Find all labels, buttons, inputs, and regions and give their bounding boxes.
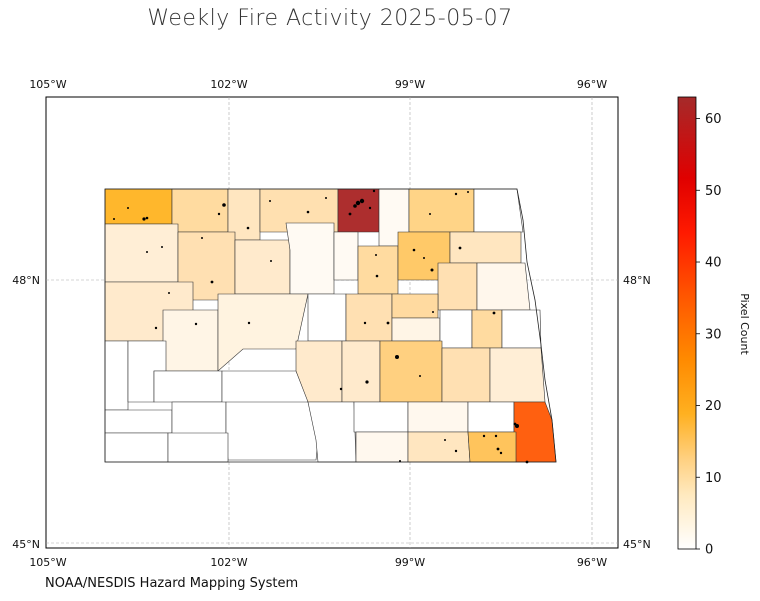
colorbar-tick-label: 60 bbox=[705, 112, 722, 127]
colorbar-tick-label: 50 bbox=[705, 184, 722, 199]
lon-tick-top-3: 99°W bbox=[395, 78, 425, 91]
county-kidder bbox=[341, 340, 381, 403]
county-mercer bbox=[217, 293, 309, 372]
county-burke bbox=[171, 188, 229, 233]
county-ward bbox=[234, 239, 291, 295]
county-stutsman bbox=[379, 340, 443, 403]
county-williams bbox=[104, 223, 179, 283]
lon-tick-bottom-1: 105°W bbox=[29, 556, 66, 569]
colorbar-label: Pixel Count bbox=[738, 293, 751, 355]
lon-tick-bottom-3: 99°W bbox=[395, 556, 425, 569]
colorbar-tick-label: 10 bbox=[705, 471, 722, 486]
county-pembina bbox=[473, 188, 524, 233]
colorbar-tick-label: 30 bbox=[705, 327, 722, 342]
lon-tick-bottom-4: 96°W bbox=[577, 556, 607, 569]
lat-tick-left-1: 48°N bbox=[12, 274, 40, 287]
county-nelson bbox=[437, 262, 478, 311]
county-wells bbox=[391, 293, 439, 319]
fire-detections bbox=[113, 189, 529, 464]
county-golden-valley bbox=[104, 340, 129, 411]
colorbar-tick-label: 20 bbox=[705, 399, 722, 414]
county-divide bbox=[104, 188, 173, 225]
state-outline bbox=[104, 188, 557, 463]
county-pierce bbox=[333, 231, 359, 281]
lat-tick-right-1: 48°N bbox=[623, 274, 651, 287]
county-griggs bbox=[439, 309, 473, 349]
lon-tick-bottom-2: 102°W bbox=[210, 556, 247, 569]
county-eddy bbox=[391, 317, 441, 342]
source-credit: NOAA/NESDIS Hazard Mapping System bbox=[45, 576, 299, 591]
county-lamoure bbox=[407, 401, 469, 433]
county-hettinger bbox=[171, 401, 227, 439]
county-rolette bbox=[337, 188, 380, 233]
map-title: Weekly Fire Activity 2025-05-07 bbox=[147, 6, 513, 31]
county-grand-forks bbox=[476, 262, 531, 311]
county-barnes bbox=[441, 347, 491, 403]
county-cavalier bbox=[408, 188, 475, 233]
lat-tick-right-2: 45°N bbox=[623, 538, 651, 551]
county-sargent bbox=[467, 431, 517, 463]
county-grant bbox=[225, 401, 319, 461]
county-bowman bbox=[104, 432, 169, 463]
county-ransom bbox=[467, 401, 515, 433]
county-mclean-east bbox=[307, 293, 347, 342]
county-mcintosh bbox=[355, 431, 409, 463]
county-logan bbox=[353, 401, 409, 433]
lon-tick-top-1: 105°W bbox=[29, 78, 66, 91]
county-sheridan bbox=[345, 293, 393, 342]
colorbar bbox=[677, 96, 697, 550]
lon-tick-top-4: 96°W bbox=[577, 78, 607, 91]
county-slope bbox=[104, 409, 173, 434]
lon-tick-top-2: 102°W bbox=[210, 78, 247, 91]
county-mchenry bbox=[285, 222, 335, 295]
lat-tick-left-2: 45°N bbox=[12, 538, 40, 551]
colorbar-tick-label: 0 bbox=[705, 543, 713, 558]
county-dunn bbox=[162, 309, 219, 372]
county-benson bbox=[357, 245, 399, 295]
colorbar-ticks: 0 10 20 30 40 50 60 bbox=[696, 112, 722, 558]
county-cass bbox=[489, 347, 546, 403]
county-dickey bbox=[407, 431, 471, 463]
county-stark bbox=[153, 370, 223, 403]
county-polygons bbox=[104, 188, 557, 463]
county-traill bbox=[501, 309, 542, 349]
county-adams bbox=[167, 432, 229, 463]
county-steele bbox=[471, 309, 503, 349]
colorbar-tick-label: 40 bbox=[705, 256, 722, 271]
